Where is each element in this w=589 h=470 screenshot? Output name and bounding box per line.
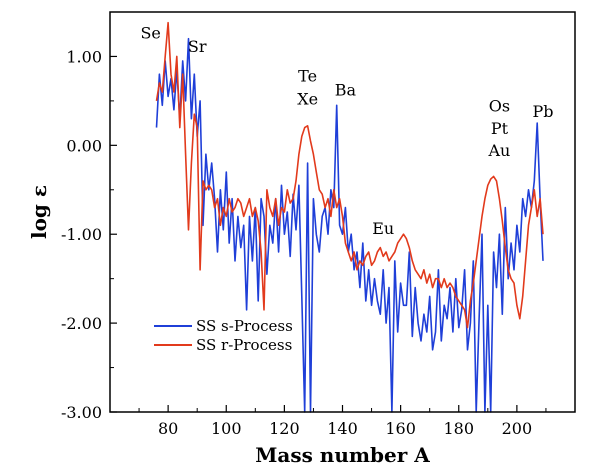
element-annotation: Ba <box>335 81 357 100</box>
x-tick-label: 180 <box>443 419 474 438</box>
element-annotation: Os <box>489 97 510 116</box>
element-annotation: Te <box>298 66 317 85</box>
element-annotation: Pt <box>491 119 509 138</box>
element-annotation: Sr <box>188 37 207 56</box>
element-annotation: Se <box>140 24 160 43</box>
y-tick-label: -2.00 <box>61 314 102 333</box>
y-tick-label: 1.00 <box>66 47 102 66</box>
series-line-ss-s-process <box>155 37 544 413</box>
y-axis-title: log ε <box>27 185 51 239</box>
x-tick-label: 80 <box>158 419 178 438</box>
element-annotation: Eu <box>372 219 394 238</box>
legend-label: SS s-Process <box>196 317 293 335</box>
x-tick-label: 140 <box>327 419 358 438</box>
x-tick-label: 160 <box>385 419 416 438</box>
element-annotation: Xe <box>297 89 318 108</box>
x-axis-title: Mass number A <box>255 443 430 467</box>
x-tick-label: 200 <box>502 419 533 438</box>
element-annotation: Pb <box>533 102 554 121</box>
legend-label: SS r-Process <box>196 336 292 354</box>
element-annotation: Au <box>488 141 511 160</box>
x-tick-label: 100 <box>211 419 242 438</box>
x-tick-label: 120 <box>269 419 300 438</box>
series-line-ss-r-process <box>155 21 544 329</box>
y-tick-label: -3.00 <box>61 403 102 422</box>
y-tick-label: 0.00 <box>66 136 102 155</box>
y-tick-label: -1.00 <box>61 225 102 244</box>
